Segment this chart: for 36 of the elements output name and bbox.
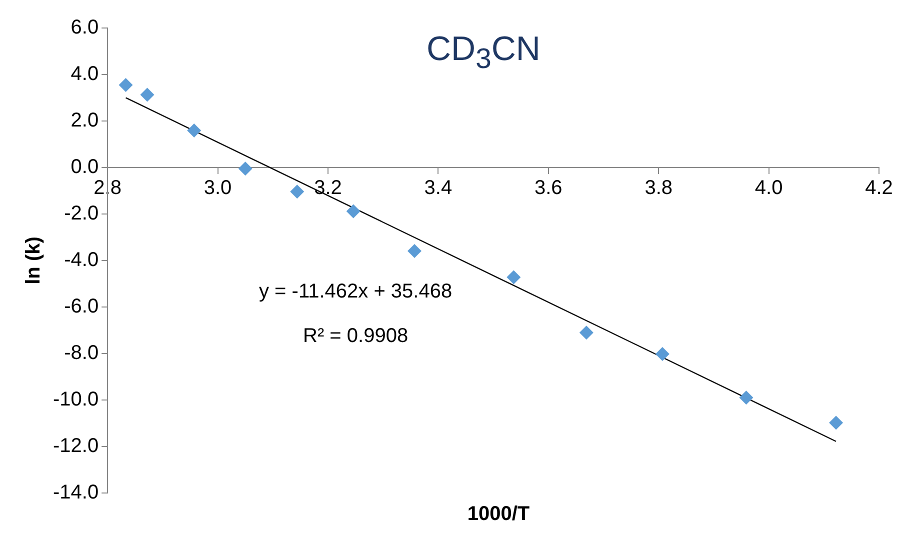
point [829,416,844,430]
y-tick-label: -4.0 [64,249,99,272]
y-tick-label: -6.0 [64,296,99,318]
y-tick-label: -8.0 [64,342,99,364]
x-tick-label: 3.8 [644,177,672,200]
point [655,346,670,361]
x-tick-label: 4.2 [865,177,893,200]
y-tick-label: -2.0 [64,202,99,225]
y-tick-label: -10.0 [52,388,99,411]
y-tick-label: 2.0 [70,110,99,132]
chart-title: CD$_{3}$CN [426,30,540,75]
y-tick-label: 0.0 [70,156,99,178]
x-tick-label: 3.2 [314,177,342,200]
point [506,270,521,284]
x-tick-label: 3.4 [424,177,452,200]
x-axis-title: 1000/T [466,503,531,526]
y-tick-label: 4.0 [70,63,99,86]
y-tick-label: 6.0 [70,16,99,39]
point [118,78,133,92]
x-tick-label: 3.0 [204,177,232,200]
point [238,162,252,176]
y-tick-label: -12.0 [52,435,99,458]
point [579,326,594,340]
point [739,390,754,405]
point [290,184,304,199]
x-tick-label: 3.6 [534,177,562,200]
point [346,204,360,218]
point [187,124,202,138]
x-tick-label: 4.0 [754,177,783,200]
annotation: R² = 0.9908 [303,324,408,347]
point [408,244,422,258]
point [140,88,154,102]
y-axis-title: ln (k) [22,236,45,284]
x-tick-label: 2.8 [94,177,122,200]
y-tick-label: -14.0 [52,482,99,504]
annotation: y = -11.462x + 35.468 [258,280,452,303]
